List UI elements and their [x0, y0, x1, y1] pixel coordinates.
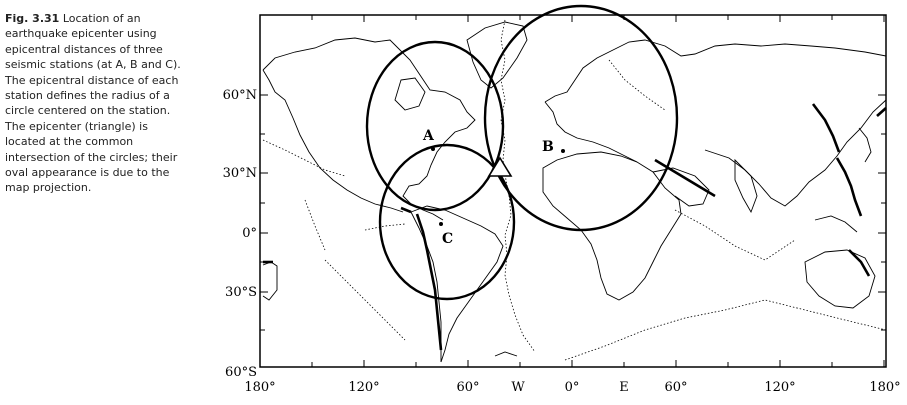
- subduction-zones: [263, 103, 887, 351]
- station-c-dot: [439, 222, 443, 226]
- lat-label-30n: 30°N: [223, 166, 257, 181]
- lat-label-60n: 60°N: [223, 88, 257, 103]
- station-b-dot: [561, 149, 565, 153]
- lat-label-30s: 30°S: [225, 285, 257, 300]
- station-b-label: B: [542, 139, 554, 155]
- epicentral-circles: [365, 4, 679, 301]
- caption-text: Location of an earthquake epicenter usin…: [5, 12, 181, 195]
- lon-label-60w: 60°: [456, 380, 479, 395]
- coastlines: [262, 21, 887, 363]
- lon-label-120w: 120°: [348, 380, 379, 395]
- lat-label-0: 0°: [242, 226, 257, 241]
- figure-caption: Fig. 3.31 Location of an earthquake epic…: [5, 11, 185, 196]
- circle-station-a: [365, 40, 505, 212]
- epicenter-triangle: [487, 156, 513, 177]
- latitude-ticks: [260, 94, 886, 331]
- station-a-label: A: [422, 128, 435, 144]
- lon-label-e: E: [619, 380, 629, 395]
- epicenter-map: A B C 60°N 30°N 0° 30°S 60°S 180° 120° 6…: [223, 4, 901, 395]
- longitude-labels: 180° 120° 60° W 0° E 60° 120° 180°: [244, 380, 900, 395]
- station-c-label: C: [442, 231, 453, 247]
- caption-label: Fig. 3.31: [5, 12, 60, 25]
- longitude-ticks: [259, 15, 885, 367]
- circle-station-c: [378, 143, 516, 301]
- circle-station-b: [483, 4, 679, 232]
- plate-boundaries: [262, 19, 887, 361]
- map-frame: [259, 14, 887, 368]
- lon-label-180e: 180°: [869, 380, 900, 395]
- lon-label-180w: 180°: [244, 380, 275, 395]
- lat-label-60s: 60°S: [225, 365, 257, 380]
- lon-label-120e: 120°: [764, 380, 795, 395]
- station-a-dot: [431, 147, 435, 151]
- epicenter-map-figure: A B C 60°N 30°N 0° 30°S 60°S 180° 120° 6…: [205, 0, 907, 400]
- lon-label-w: W: [511, 380, 525, 395]
- lon-label-60e: 60°: [664, 380, 687, 395]
- latitude-labels: 60°N 30°N 0° 30°S 60°S: [223, 88, 257, 380]
- lon-label-0: 0°: [565, 380, 580, 395]
